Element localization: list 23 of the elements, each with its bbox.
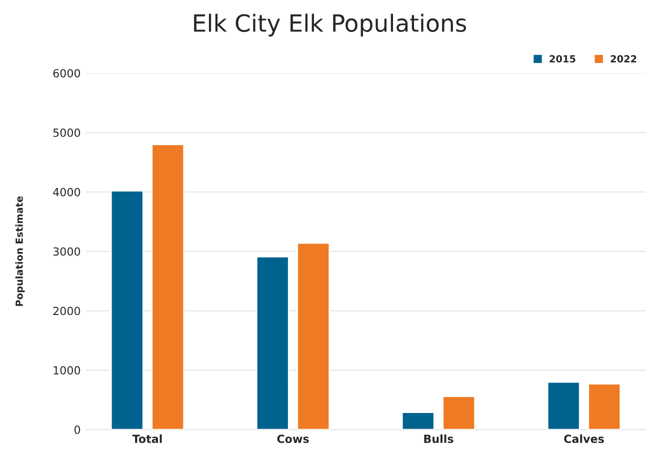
bar [588, 383, 622, 430]
y-tick-label: 6000 [53, 69, 80, 78]
y-tick-label: 2000 [53, 306, 80, 316]
x-tick-label: Total [132, 434, 162, 444]
y-tick-label: 1000 [54, 366, 80, 375]
y-tick-label: 5000 [53, 128, 80, 137]
x-tick-label: Bulls [424, 434, 454, 444]
legend-label: 2022 [610, 55, 636, 62]
bar [256, 256, 290, 430]
legend-label: 2015 [550, 55, 576, 62]
bar [110, 190, 144, 430]
y-tick-label: 4000 [53, 188, 80, 196]
bar [401, 412, 435, 430]
y-axis-title: Population Estimate [15, 196, 25, 306]
y-tick-label: 3000 [53, 247, 80, 256]
bar [546, 381, 580, 430]
y-tick-label: 0 [74, 426, 80, 434]
x-tick-label: Calves [564, 434, 604, 444]
bar [296, 242, 330, 430]
bar [151, 144, 185, 430]
x-tick-label: Cows [277, 434, 309, 444]
bar [442, 396, 476, 430]
chart-title: Elk City Elk Populations [194, 14, 466, 37]
